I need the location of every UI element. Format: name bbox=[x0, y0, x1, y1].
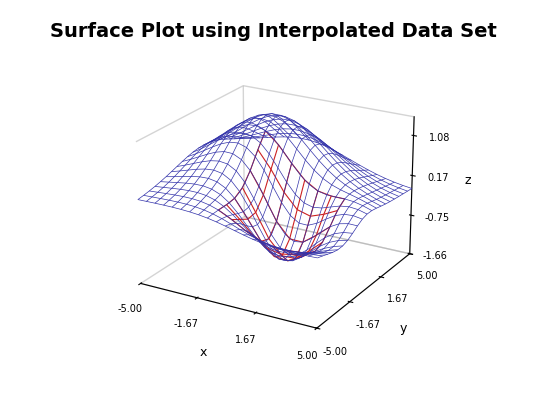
Title: Surface Plot using Interpolated Data Set: Surface Plot using Interpolated Data Set bbox=[50, 22, 497, 41]
Y-axis label: y: y bbox=[400, 322, 407, 335]
X-axis label: x: x bbox=[199, 346, 207, 359]
